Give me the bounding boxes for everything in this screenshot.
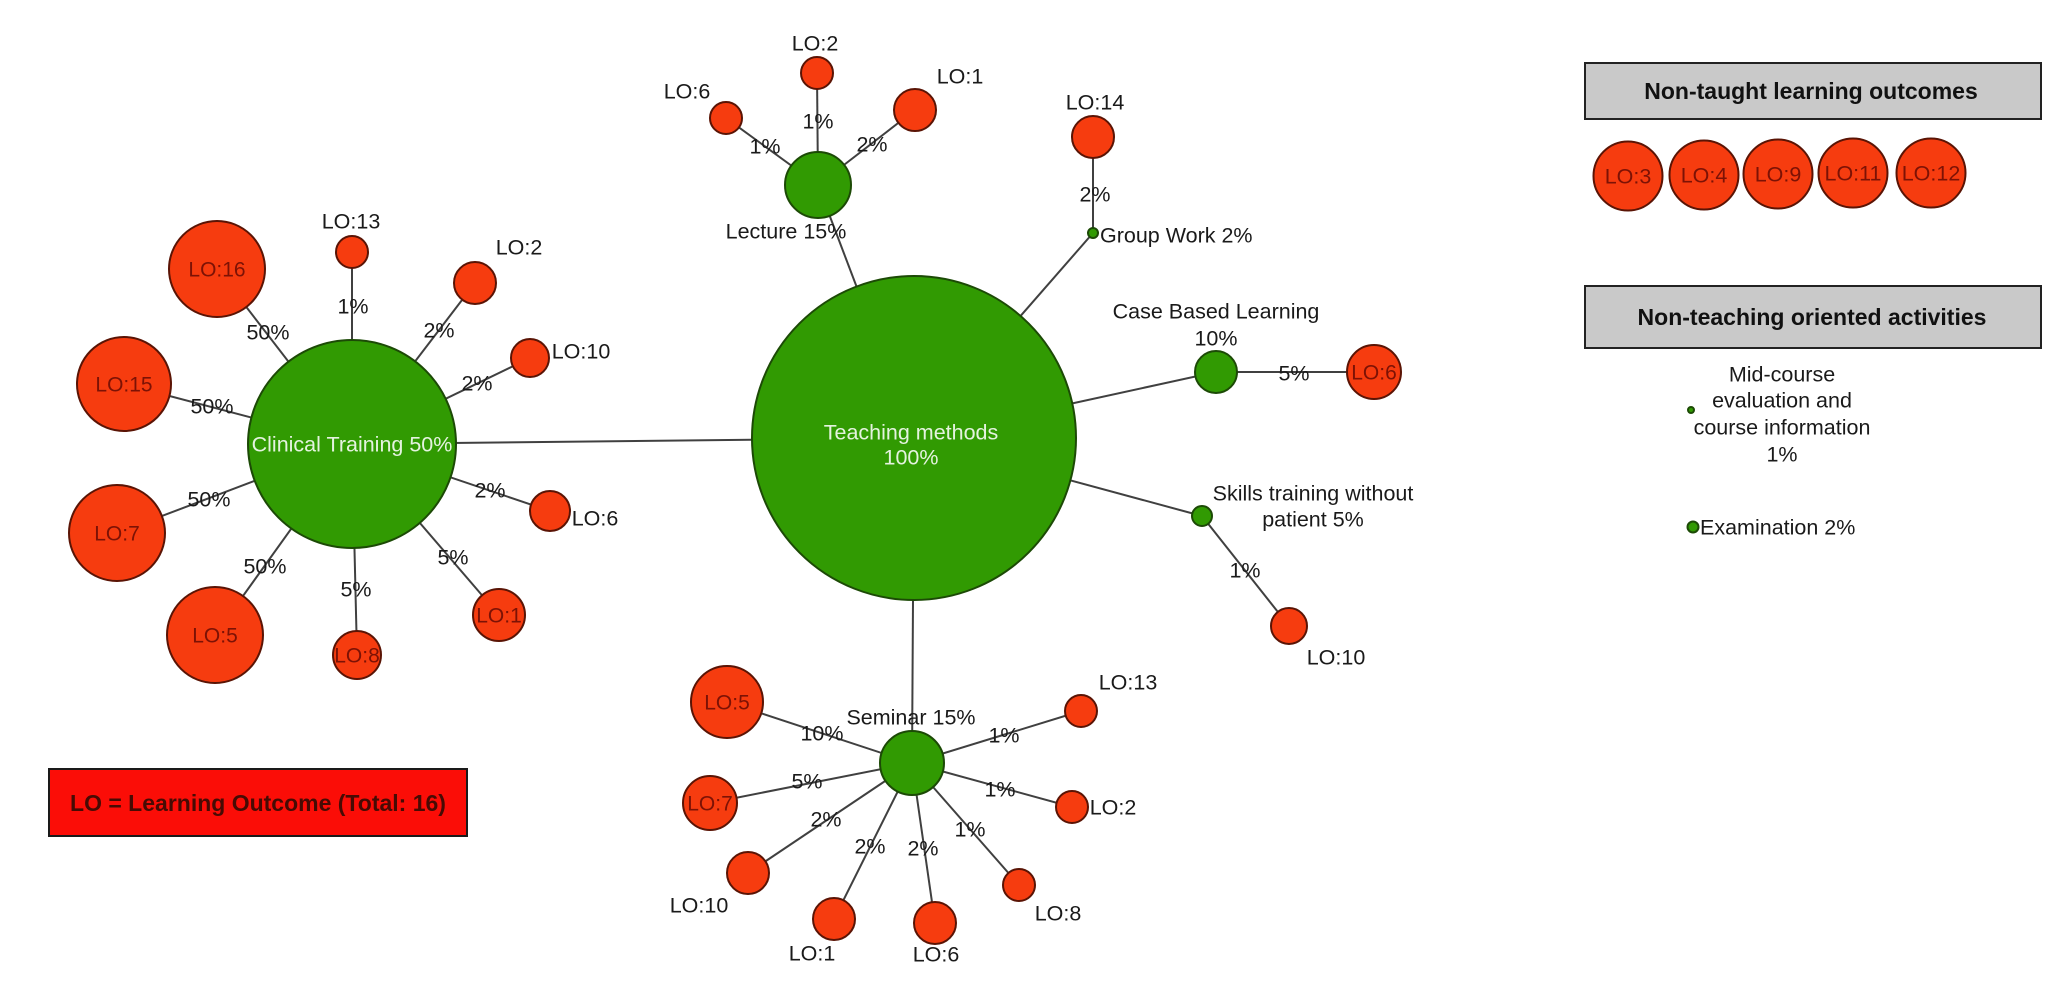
svg-text:LO:6: LO:6 — [572, 507, 619, 531]
svg-text:2%: 2% — [461, 372, 492, 396]
svg-text:2%: 2% — [474, 479, 505, 503]
svg-text:LO:10: LO:10 — [1307, 646, 1366, 670]
svg-text:LO:2: LO:2 — [496, 236, 543, 260]
svg-text:LO:1: LO:1 — [789, 942, 836, 966]
svg-text:LO:8: LO:8 — [1035, 902, 1082, 926]
svg-text:LO:2: LO:2 — [1090, 796, 1137, 820]
svg-text:10%: 10% — [800, 722, 843, 746]
svg-text:LO:4: LO:4 — [1681, 164, 1728, 188]
svg-text:1%: 1% — [802, 110, 833, 134]
svg-text:5%: 5% — [791, 770, 822, 794]
svg-text:LO:5: LO:5 — [704, 691, 750, 714]
svg-text:1%: 1% — [749, 135, 780, 159]
svg-text:50%: 50% — [243, 555, 286, 579]
svg-text:LO:7: LO:7 — [687, 792, 733, 815]
svg-text:LO = Learning Outcome (Total:: LO = Learning Outcome (Total: 16) — [70, 790, 446, 816]
svg-text:5%: 5% — [340, 578, 371, 602]
svg-text:1%: 1% — [337, 295, 368, 319]
svg-text:Non-taught learning outcomes: Non-taught learning outcomes — [1644, 78, 1978, 104]
svg-text:10%: 10% — [1194, 327, 1237, 351]
svg-text:LO:10: LO:10 — [552, 340, 611, 364]
svg-text:Group Work 2%: Group Work 2% — [1100, 224, 1253, 248]
svg-text:1%: 1% — [954, 818, 985, 842]
svg-text:1%: 1% — [984, 778, 1015, 802]
svg-text:LO:2: LO:2 — [792, 32, 839, 56]
svg-text:course information: course information — [1694, 416, 1871, 440]
svg-text:50%: 50% — [246, 321, 289, 345]
svg-text:LO:11: LO:11 — [1825, 162, 1882, 186]
svg-text:1%: 1% — [1766, 443, 1797, 467]
svg-text:LO:16: LO:16 — [188, 258, 245, 281]
svg-text:LO:1: LO:1 — [937, 65, 984, 89]
svg-text:Examination 2%: Examination 2% — [1700, 516, 1855, 540]
svg-text:Mid-course: Mid-course — [1729, 363, 1835, 387]
svg-text:Skills training without: Skills training without — [1213, 482, 1414, 506]
svg-text:5%: 5% — [437, 546, 468, 570]
svg-text:LO:6: LO:6 — [1351, 361, 1397, 384]
svg-text:LO:10: LO:10 — [670, 894, 729, 918]
svg-text:2%: 2% — [854, 835, 885, 859]
svg-text:LO:13: LO:13 — [1099, 671, 1158, 695]
svg-text:2%: 2% — [810, 808, 841, 832]
svg-text:5%: 5% — [1278, 362, 1309, 386]
svg-text:Seminar 15%: Seminar 15% — [846, 706, 975, 730]
svg-text:LO:7: LO:7 — [94, 522, 140, 545]
svg-text:2%: 2% — [856, 133, 887, 157]
svg-text:LO:6: LO:6 — [664, 80, 711, 104]
svg-text:LO:13: LO:13 — [322, 210, 381, 234]
svg-text:patient 5%: patient 5% — [1262, 508, 1364, 532]
svg-text:LO:14: LO:14 — [1066, 91, 1125, 115]
svg-text:LO:12: LO:12 — [1902, 162, 1961, 186]
svg-text:2%: 2% — [1079, 183, 1110, 207]
svg-text:50%: 50% — [187, 488, 230, 512]
svg-text:LO:6: LO:6 — [913, 943, 960, 967]
svg-text:1%: 1% — [988, 724, 1019, 748]
svg-text:Teaching methods: Teaching methods — [824, 421, 999, 445]
svg-text:1%: 1% — [1229, 559, 1260, 583]
svg-text:LO:5: LO:5 — [192, 624, 238, 647]
svg-text:LO:8: LO:8 — [334, 644, 380, 667]
svg-text:LO:15: LO:15 — [95, 373, 152, 396]
svg-text:2%: 2% — [907, 837, 938, 861]
svg-text:evaluation and: evaluation and — [1712, 389, 1852, 413]
svg-text:LO:9: LO:9 — [1755, 163, 1802, 187]
svg-text:50%: 50% — [190, 395, 233, 419]
svg-text:Non-teaching oriented activiti: Non-teaching oriented activities — [1638, 304, 1987, 330]
svg-text:2%: 2% — [423, 319, 454, 343]
svg-text:Case Based Learning: Case Based Learning — [1113, 300, 1320, 324]
svg-text:Lecture 15%: Lecture 15% — [726, 220, 847, 244]
svg-text:Clinical Training 50%: Clinical Training 50% — [252, 433, 453, 457]
svg-text:LO:3: LO:3 — [1605, 165, 1652, 189]
svg-text:LO:1: LO:1 — [476, 604, 522, 627]
svg-text:100%: 100% — [884, 446, 939, 470]
